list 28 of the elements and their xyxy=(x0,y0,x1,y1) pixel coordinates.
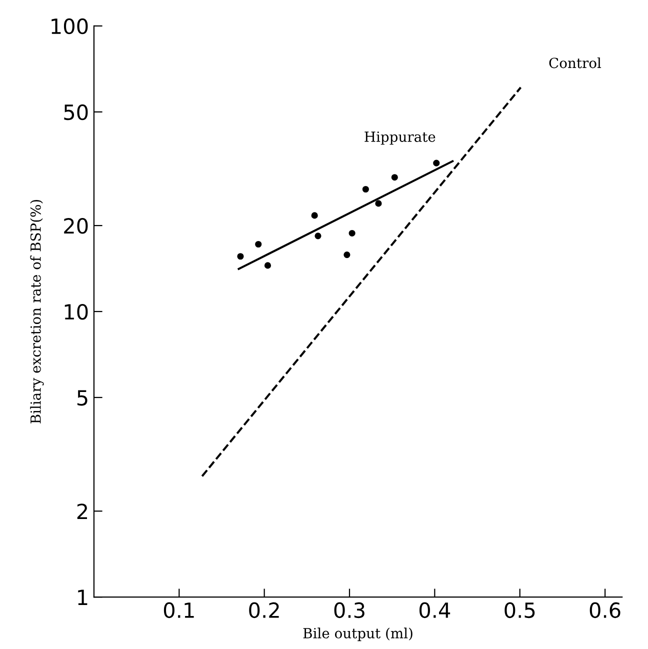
y-tick-label: 50 xyxy=(64,104,88,120)
x-tick-label: 0.1 xyxy=(164,602,194,618)
text: Control xyxy=(549,57,602,68)
y-tick-label: 10 xyxy=(64,304,88,320)
x-tick-label: 0.2 xyxy=(249,602,279,618)
x-tick-label: 0.6 xyxy=(590,602,620,618)
y-axis-title: Biliary excretion rate of BSP(%) xyxy=(30,200,44,424)
y-tick-label: 1 xyxy=(78,590,88,605)
x-tick-label: 0.4 xyxy=(419,602,450,618)
y-tick-label: 2 xyxy=(77,504,88,520)
point xyxy=(314,232,322,240)
x-tick-label: 0.3 xyxy=(334,602,364,618)
x-axis-title: Bile output (ml) xyxy=(303,628,412,642)
point xyxy=(362,186,369,193)
point xyxy=(348,230,356,237)
y-tick-label: 20 xyxy=(64,218,88,234)
point xyxy=(237,253,244,260)
point xyxy=(375,200,382,207)
series-label: Hippurate xyxy=(364,132,436,145)
x-tick-label: 0.5 xyxy=(504,602,535,618)
point xyxy=(433,160,440,166)
point xyxy=(391,174,398,181)
point xyxy=(264,262,272,269)
y-tick-label: 100 xyxy=(52,18,88,34)
y-tick-label: 5 xyxy=(77,390,88,406)
point xyxy=(311,212,318,219)
point xyxy=(344,252,350,258)
point xyxy=(255,240,262,248)
